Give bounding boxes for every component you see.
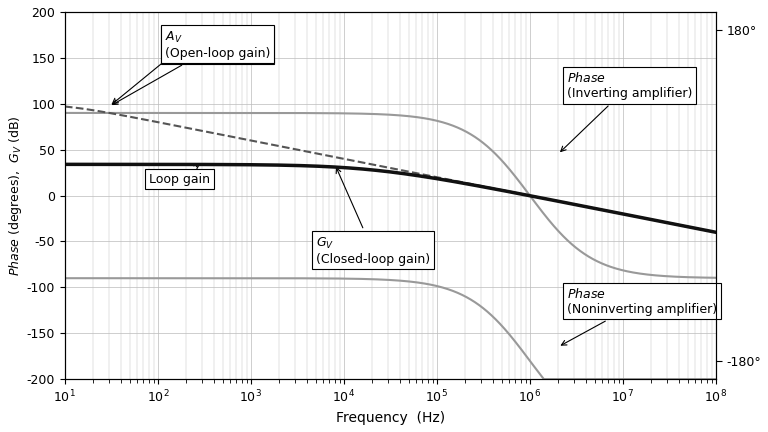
Text: $A_V$
(Open-loop gain): $A_V$ (Open-loop gain)	[113, 29, 270, 105]
Text: $G_V$
(Closed-loop gain): $G_V$ (Closed-loop gain)	[316, 168, 430, 266]
X-axis label: Frequency  (Hz): Frequency (Hz)	[336, 411, 445, 425]
Y-axis label: $\it{Phase}$ (degrees),  $G_V$ (dB): $\it{Phase}$ (degrees), $G_V$ (dB)	[7, 115, 24, 276]
Text: Loop gain: Loop gain	[149, 165, 210, 185]
Text: $\it{Phase}$
(Inverting amplifier): $\it{Phase}$ (Inverting amplifier)	[561, 71, 692, 152]
Text: $\it{Phase}$
(Noninverting amplifier): $\it{Phase}$ (Noninverting amplifier)	[561, 287, 717, 345]
Text: $A_V$
(Open-loop gain): $A_V$ (Open-loop gain)	[165, 31, 270, 60]
